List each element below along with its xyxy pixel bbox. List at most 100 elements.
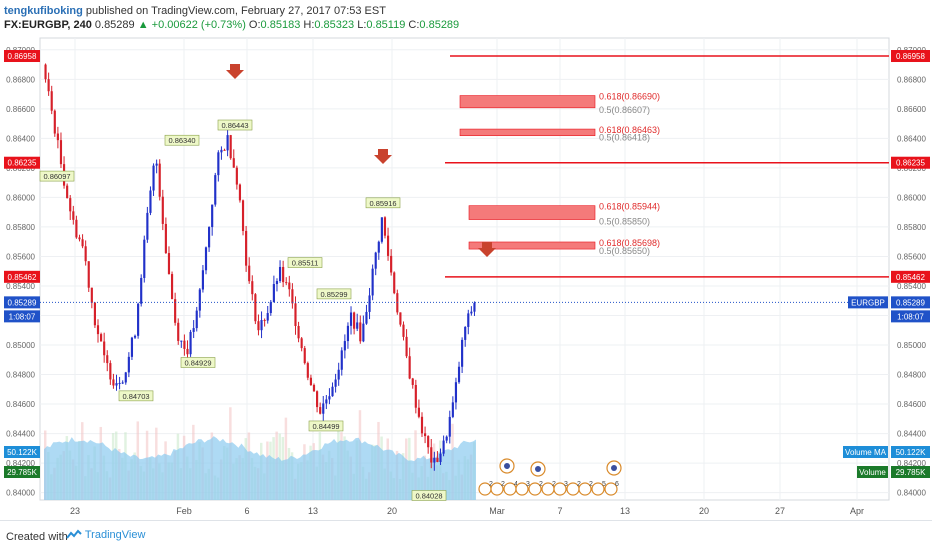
candle-body [44,64,47,80]
candle-body [353,312,356,329]
y-tick-label-right: 0.85000 [897,341,926,350]
price-tag-right [843,446,888,458]
swing-label: 0.86443 [221,121,248,130]
y-tick-label-right: 0.86400 [897,134,926,143]
swing-label-box [411,490,447,501]
event-marker-dot [611,465,617,471]
candle-body [232,158,235,168]
candle-body [50,91,53,111]
volume-bar [284,417,288,500]
x-tick-label: 7 [557,506,562,516]
candle-body [72,211,75,220]
event-marker-dot [535,466,541,472]
candle-body [417,407,420,417]
candle-body [56,133,59,141]
candle-body [294,303,297,326]
candle-body [303,348,306,364]
candle-body [100,334,103,342]
candle-body [238,184,242,201]
swing-label-box [217,119,253,131]
swing-label-box [287,257,323,268]
candle-body [402,324,405,337]
event-marker-icon[interactable] [604,482,618,496]
swing-label: 0.84929 [184,358,211,367]
price-tag-right-text: 0.85289 [896,298,925,307]
event-marker-icon[interactable] [515,482,529,496]
candle-body [334,379,337,387]
price-tag-right-text: 0.85462 [896,273,925,282]
candle-body [291,289,294,304]
y-tick-label-right: 0.84400 [897,430,926,439]
y-tick-label-right: 0.84000 [897,489,926,498]
y-tick-label-right: 0.85600 [897,252,926,261]
price-chart[interactable]: 0.870000.870000.868000.868000.866000.866… [0,0,932,520]
price-change: +0.00622 (+0.73%) [151,19,246,31]
symbol-label[interactable]: FX:EURGBP, 240 [4,19,92,31]
candle-body [245,230,248,266]
candle-body [399,312,402,325]
candle-body [96,325,100,335]
fib-label-618: 0.618(0.86690) [599,92,660,102]
event-marker-count: 2 [501,481,505,488]
candle-body [93,302,96,326]
y-tick-label-right: 0.86800 [897,75,926,84]
candle-body [427,436,430,448]
candle-body [229,135,232,159]
candle-body [170,274,174,300]
swing-label-box [365,197,401,209]
open-value: 0.85183 [260,19,301,31]
event-marker-count: 2 [489,481,493,488]
candle-body [69,198,72,212]
event-marker-icon[interactable] [490,482,504,496]
y-tick-label-right: 0.85800 [897,223,926,232]
close-value: 0.85289 [419,19,460,31]
fib-label-618: 0.618(0.86463) [599,125,660,135]
candle-body [312,385,316,392]
price-tag-right-text: Volume MA [845,448,887,457]
footer: Created with TradingView [0,520,932,551]
candle-body [278,266,282,282]
candle-body [186,348,189,355]
price-tag-right-text: 0.86235 [896,159,925,168]
event-marker-icon[interactable] [591,482,605,496]
candle-body [414,384,417,408]
fib-label-05: 0.5(0.85850) [599,217,650,227]
candle-body [257,321,260,331]
event-marker-icon[interactable] [528,482,542,496]
price-tag-right-text: 0.86958 [896,52,925,61]
candle-body [124,372,127,383]
candle-body [248,265,251,282]
close-label: C: [408,19,420,31]
candle-body [223,149,226,151]
high-value: 0.85323 [314,19,355,31]
price-tag-right-text: 1:08:07 [897,312,924,321]
candle-body [322,403,325,414]
candle-body [183,340,186,349]
tradingview-logo-icon[interactable]: TradingView [66,529,145,541]
swing-label-box [39,170,75,182]
event-marker-icon[interactable] [553,482,567,496]
candle-body [53,110,56,134]
candle-body [340,350,343,370]
candle-body [204,247,208,271]
candle-body [470,311,473,314]
candle-body [84,246,87,262]
event-marker-count: 3 [526,481,530,488]
candle-body [118,382,121,384]
y-tick-label-right: 0.84200 [897,459,926,468]
y-tick-label-left: 0.86000 [6,193,35,202]
event-marker-icon[interactable] [578,482,592,496]
candle-body [346,325,350,342]
price-tag-right-text: 50.122K [896,448,926,457]
down-arrow-icon [374,149,392,164]
swing-label: 0.85916 [369,199,396,208]
candle-body [272,284,275,303]
fib-label-618: 0.618(0.85944) [599,202,660,212]
y-tick-label-left: 0.85800 [6,223,35,232]
swing-label: 0.86097 [43,172,70,181]
candle-body [356,322,359,329]
author-name[interactable]: tengkufiboking [4,5,83,17]
candle-body [140,277,143,304]
candle-body [235,167,238,185]
fib-zone [468,205,596,220]
